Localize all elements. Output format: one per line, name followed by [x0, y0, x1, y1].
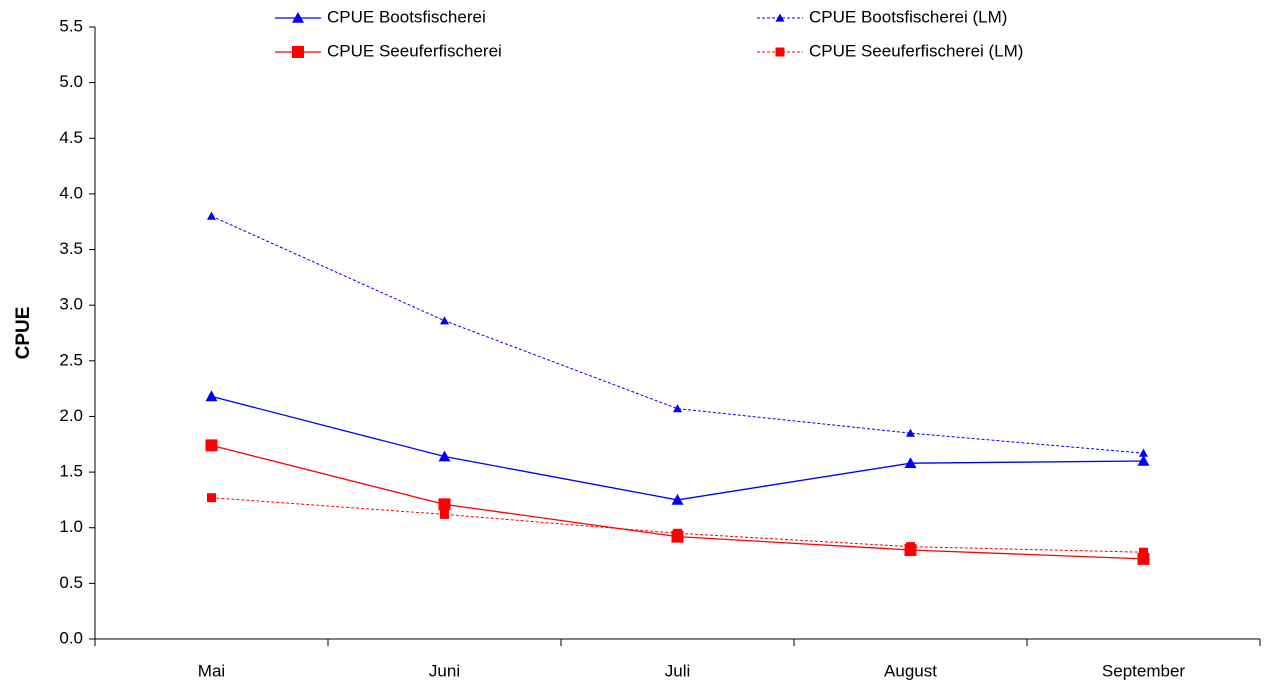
marker [205, 390, 218, 402]
marker [1139, 448, 1148, 457]
legend-label: CPUE Seeuferfischerei [327, 41, 502, 60]
y-tick-label: 3.5 [59, 239, 83, 258]
marker [673, 528, 682, 538]
legend-label: CPUE Bootsfischerei (LM) [809, 7, 1007, 26]
y-tick-label: 1.0 [59, 517, 83, 536]
marker [440, 316, 449, 325]
x-tick-label: Juli [665, 661, 691, 680]
x-tick-label: September [1102, 661, 1185, 680]
y-tick-label: 5.5 [59, 16, 83, 35]
y-tick-label: 4.5 [59, 128, 83, 147]
marker [207, 493, 216, 503]
y-tick-label: 1.5 [59, 462, 83, 481]
y-tick-label: 0.5 [59, 573, 83, 592]
marker [1137, 454, 1150, 466]
marker [671, 493, 684, 505]
y-axis-label: CPUE [13, 307, 34, 360]
y-tick-label: 5.0 [59, 72, 83, 91]
marker [906, 428, 915, 437]
legend-marker [775, 13, 785, 22]
marker [440, 509, 449, 519]
series-line [211, 215, 1144, 454]
x-tick-label: Juni [429, 661, 460, 680]
legend-marker [292, 46, 304, 58]
marker [904, 457, 917, 468]
marker [207, 211, 216, 220]
legend-marker [292, 12, 304, 23]
legend-label: CPUE Bootsfischerei [327, 7, 486, 26]
y-tick-label: 4.0 [59, 183, 83, 202]
y-tick-label: 0.0 [59, 628, 83, 647]
y-tick-label: 2.5 [59, 350, 83, 369]
marker [438, 450, 451, 462]
legend-marker [775, 47, 785, 57]
marker [1139, 547, 1148, 557]
marker [906, 542, 915, 552]
y-tick-label: 3.0 [59, 295, 83, 314]
x-tick-label: August [884, 661, 937, 680]
y-tick-label: 2.0 [59, 406, 83, 425]
marker [673, 404, 682, 413]
legend-label: CPUE Seeuferfischerei (LM) [809, 41, 1023, 60]
marker [205, 439, 218, 452]
marker [438, 498, 451, 511]
series-line [211, 497, 1144, 553]
x-tick-label: Mai [198, 661, 225, 680]
